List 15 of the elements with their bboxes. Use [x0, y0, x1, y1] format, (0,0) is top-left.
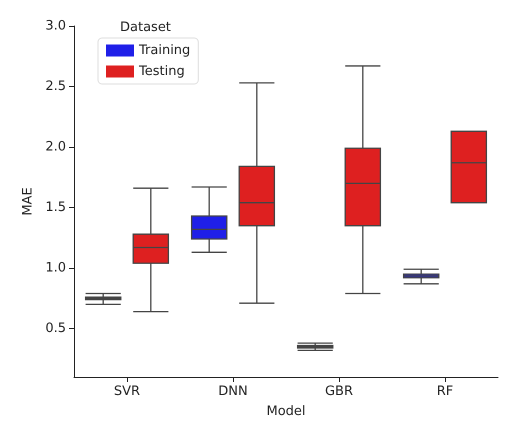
x-tick-label: SVR — [114, 384, 140, 399]
y-tick-label: 1.0 — [45, 260, 66, 276]
legend-label: Testing — [138, 64, 185, 79]
y-tick-label: 2.5 — [45, 79, 66, 94]
x-tick-label: RF — [436, 384, 454, 399]
y-tick-label: 1.5 — [45, 200, 66, 216]
y-axis-title: MAE — [20, 187, 36, 216]
x-tick-label: DNN — [218, 384, 248, 399]
y-tick-label: 2.0 — [45, 140, 66, 155]
legend-title: Dataset — [120, 20, 171, 35]
legend-label: Training — [138, 43, 190, 58]
x-axis-title: Model — [266, 404, 306, 419]
x-tick-label: GBR — [324, 384, 354, 399]
y-tick-label: 0.5 — [45, 321, 66, 336]
y-tick-label: 3.0 — [45, 18, 66, 34]
